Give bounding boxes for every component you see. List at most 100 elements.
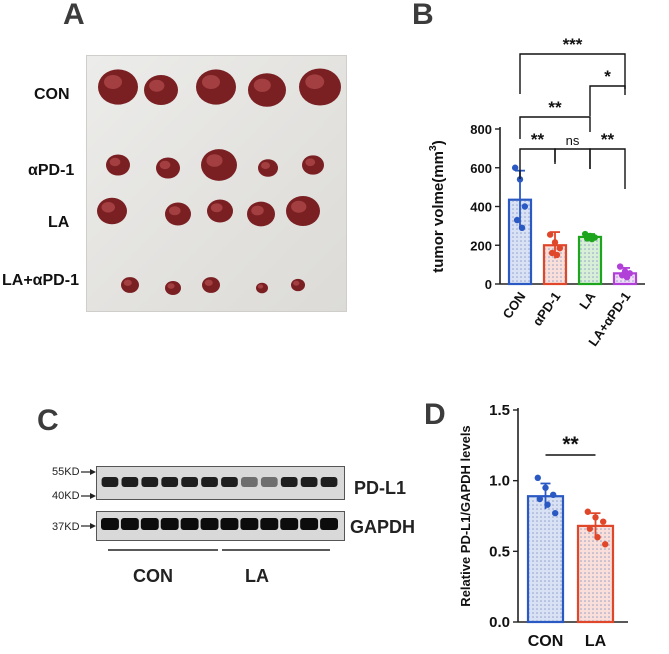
- tumor-highlight: [257, 284, 264, 289]
- tumor-highlight: [202, 75, 220, 89]
- data-point: [521, 203, 529, 210]
- data-point: [552, 509, 559, 517]
- data-point: [586, 525, 593, 532]
- photo-row-label-la: LA: [48, 214, 70, 231]
- tumor-highlight: [261, 162, 270, 169]
- band-gapdh: [120, 518, 139, 530]
- data-point: [518, 224, 526, 232]
- panel-letter-d: D: [424, 398, 446, 431]
- band-gapdh: [160, 518, 179, 530]
- data-point: [594, 534, 601, 541]
- category-label: CON: [528, 633, 564, 650]
- band-gapdh: [220, 518, 239, 530]
- data-point: [602, 541, 609, 548]
- significance-bracket: [589, 85, 626, 116]
- significance-label: **: [562, 433, 579, 456]
- tumor-highlight: [305, 158, 316, 167]
- significance-label: **: [531, 130, 545, 149]
- significance-bracket: [519, 116, 591, 139]
- significance-label: **: [601, 130, 615, 149]
- band-pdl1: [300, 477, 318, 487]
- band-gapdh: [200, 518, 219, 530]
- category-label: αPD-1: [530, 289, 564, 328]
- band-pdl1: [161, 477, 179, 487]
- y-axis-label: tumor volme(mm3): [427, 140, 447, 273]
- y-tick-label: 400: [470, 200, 492, 215]
- y-tick-label: 1.0: [489, 473, 510, 490]
- blot-label-pdl1: PD-L1: [354, 478, 407, 498]
- significance-bracket: [589, 148, 626, 189]
- data-point: [511, 164, 519, 171]
- bar-texture: [579, 526, 612, 621]
- band-gapdh: [260, 518, 279, 530]
- data-point: [551, 239, 559, 246]
- panel-letter-b: B: [412, 0, 434, 31]
- significance-label: *: [604, 67, 611, 86]
- tumor-highlight: [101, 202, 115, 213]
- y-tick-label: 0.5: [489, 543, 510, 560]
- tumor-highlight: [251, 205, 264, 216]
- data-point: [623, 274, 631, 281]
- data-point: [556, 244, 564, 252]
- significance-bracket: [554, 148, 591, 169]
- band-pdl1: [141, 477, 159, 487]
- data-point: [550, 491, 557, 498]
- data-point: [553, 251, 561, 259]
- data-point: [588, 235, 596, 243]
- band-pdl1: [101, 477, 119, 487]
- band-gapdh: [140, 518, 159, 530]
- panel-letter-a: A: [63, 0, 85, 31]
- blot-label-gapdh: GAPDH: [350, 517, 416, 537]
- band-pdl1: [260, 477, 278, 487]
- panel-letter-c: C: [37, 404, 59, 437]
- significance-bracket: [519, 148, 556, 179]
- data-point: [513, 216, 521, 224]
- data-point: [592, 514, 599, 521]
- band-pdl1: [121, 477, 139, 487]
- significance-bracket: [519, 53, 626, 94]
- photo-row-label-la-apd1: LA+αPD-1: [2, 272, 79, 289]
- tumor-highlight: [109, 157, 121, 167]
- tumor-highlight: [305, 74, 325, 90]
- arrow-37kd-head: [90, 523, 96, 529]
- category-label: CON: [500, 289, 529, 321]
- y-tick-label: 800: [470, 122, 492, 137]
- y-tick-label: 1.5: [489, 402, 510, 419]
- photo-row-label-apd1: αPD-1: [28, 162, 75, 179]
- bar-texture: [529, 497, 562, 621]
- tumor-highlight: [123, 279, 132, 286]
- tumor-highlight: [149, 79, 165, 92]
- marker-40kd: 40KD: [52, 490, 80, 502]
- tumor-highlight: [293, 280, 300, 286]
- tumor-highlight: [204, 279, 213, 286]
- tumor-highlight: [210, 203, 223, 213]
- tumor-highlight: [291, 200, 307, 213]
- band-pdl1: [320, 477, 338, 487]
- y-tick-label: 200: [470, 238, 492, 253]
- data-point: [618, 272, 626, 279]
- data-point: [544, 501, 551, 508]
- y-axis-label: Relative PD-L1/GAPDH levels: [458, 425, 473, 606]
- band-gapdh: [180, 518, 199, 530]
- arrow-55kd-head: [90, 469, 96, 475]
- arrow-40kd-head: [90, 493, 96, 499]
- tumor-highlight: [206, 154, 223, 167]
- category-label: LA: [585, 633, 607, 650]
- significance-label: ***: [563, 35, 583, 54]
- data-point: [534, 474, 541, 482]
- tumor-highlight: [167, 283, 175, 289]
- band-pdl1: [181, 477, 198, 487]
- tumor-highlight: [159, 160, 171, 170]
- data-point: [584, 508, 591, 515]
- tumor-highlight: [168, 206, 181, 216]
- data-point: [548, 249, 556, 257]
- band-gapdh: [240, 518, 259, 530]
- data-point: [516, 176, 524, 183]
- band-gapdh: [100, 518, 119, 530]
- band-gapdh: [300, 518, 319, 530]
- tumor-highlight: [253, 78, 271, 92]
- band-gapdh: [280, 518, 299, 530]
- band-gapdh: [320, 518, 339, 530]
- band-pdl1: [280, 477, 298, 487]
